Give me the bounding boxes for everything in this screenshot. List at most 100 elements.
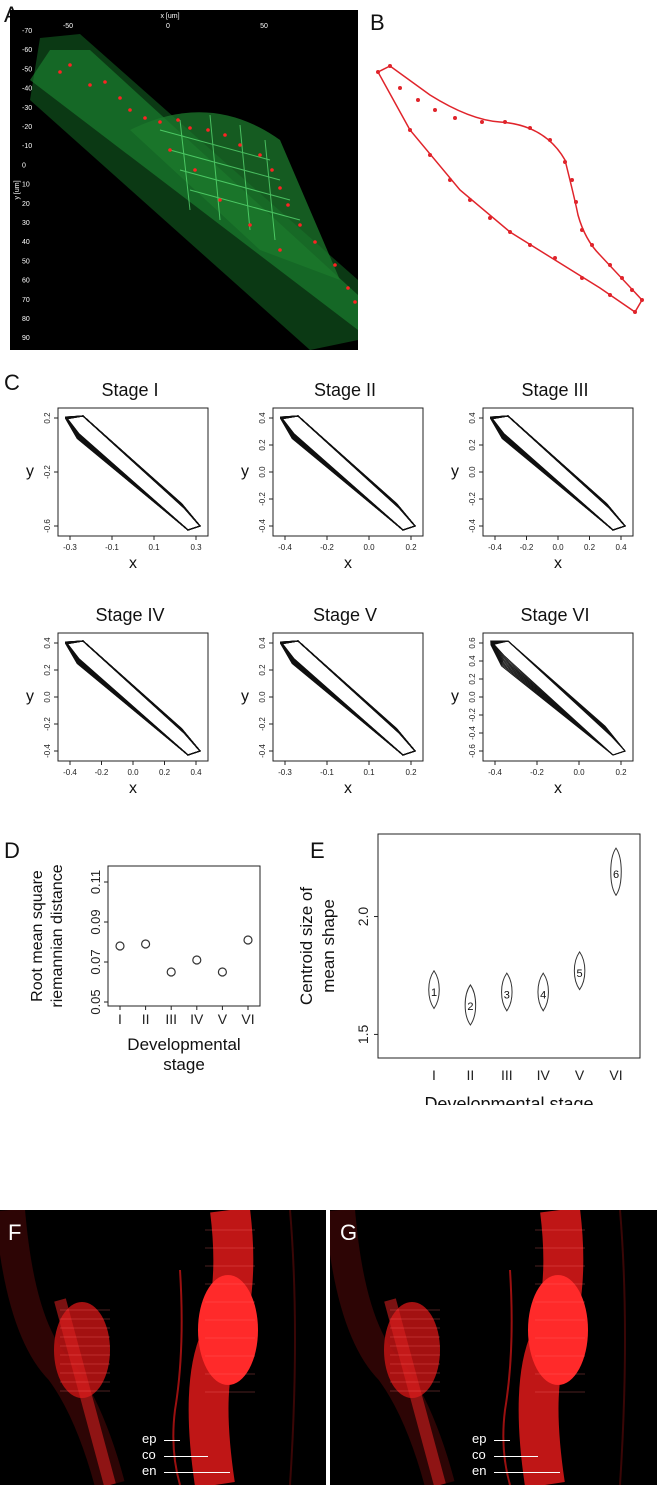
stage-y-tick: 0.2 xyxy=(43,664,52,676)
stage-plot: -0.3 -0.1 0.1 0.3 0.2 -0.2 -0.6 x y xyxy=(26,407,209,572)
stage-y-tick: -0.2 xyxy=(43,465,52,479)
panel-b-landmark-dot xyxy=(488,216,492,220)
stage-plot: -0.4 -0.2 0.0 0.2 0.4 0.4 0.2 0.0 -0.2 -0.4 x y xyxy=(451,407,634,572)
panel-d-y-tick: 0.09 xyxy=(88,909,103,934)
panel-a-landmark-dot xyxy=(193,168,197,172)
panel-f-micrograph xyxy=(0,1207,330,1489)
stage-y-tick: 0.0 xyxy=(258,691,267,703)
panel-b-landmark-dot xyxy=(574,200,578,204)
layer-line-ep xyxy=(494,1440,510,1441)
panel-e-violin-label: 3 xyxy=(504,989,510,1001)
central-primordium xyxy=(198,1275,258,1385)
panel-d-point xyxy=(217,967,227,977)
panel-d-y-label-line1: Root mean square xyxy=(29,870,46,1002)
stage-y-tick: -0.2 xyxy=(468,492,477,506)
layer-line-en xyxy=(494,1472,560,1473)
panel-d-frame xyxy=(107,865,261,1007)
panel-d-x-label-line2: stage xyxy=(163,1055,205,1074)
stage-y-tick: 0.2 xyxy=(258,439,267,451)
panel-d-point xyxy=(141,939,151,949)
panel-a-landmark-dot xyxy=(278,186,282,190)
panel-b-landmark-dot xyxy=(608,263,612,267)
panel-d-y-tick: 0.11 xyxy=(88,870,103,894)
stage-y-tick: 0.6 xyxy=(468,637,477,649)
stage-x-label: x xyxy=(344,780,352,797)
panel-label-f: F xyxy=(8,1220,22,1245)
panel-d-point xyxy=(192,955,202,965)
stage-x-tick: -0.3 xyxy=(278,768,292,777)
stage-plot: -0.4 -0.2 0.0 0.2 0.4 0.4 0.2 0.0 -0.2 -0.4 x y xyxy=(26,632,209,797)
stage-x-tick: -0.1 xyxy=(105,543,119,552)
panel-b-landmark-dot xyxy=(570,178,574,182)
stage-x-label: x xyxy=(554,555,562,572)
panel-e-violin-label: 2 xyxy=(467,1001,473,1013)
panel-a-y-tick: -30 xyxy=(22,105,32,112)
panel-a-landmark-dot xyxy=(223,133,227,137)
stage-y-tick: -0.4 xyxy=(468,726,477,740)
panel-d-x-tick: V xyxy=(218,1011,228,1027)
panel-e-violin xyxy=(464,984,477,1026)
panel-a-landmark-dot xyxy=(188,126,192,130)
stage-y-tick: -0.2 xyxy=(258,717,267,731)
panel-b-landmark-dot xyxy=(633,310,637,314)
panel-e-y-label-line2: mean shape xyxy=(319,899,338,993)
stage-x-tick: 0.0 xyxy=(363,543,375,552)
stage-x-tick: 0.1 xyxy=(148,543,160,552)
stage-y-label: y xyxy=(241,463,249,480)
stage-y-label: y xyxy=(451,463,459,480)
stage-title: Stage IV xyxy=(95,605,165,625)
stage-x-tick: 0.0 xyxy=(573,768,585,777)
panel-a-landmark-dot xyxy=(346,286,350,290)
outer-contour xyxy=(289,1209,296,1486)
panel-a-y-tick: -70 xyxy=(22,28,32,35)
stage-y-tick: 0.2 xyxy=(43,412,52,424)
panel-d-x-tick: II xyxy=(142,1011,150,1027)
panel-label-e: E xyxy=(310,838,325,863)
stage-plot-frame xyxy=(272,407,424,537)
panel-e-violin-label: 6 xyxy=(613,869,619,881)
panel-d-point xyxy=(166,967,176,977)
panel-e-y-label-line1: Centroid size of xyxy=(297,887,316,1005)
panel-a-landmark-dot xyxy=(58,70,62,74)
panel-b-landmark-dot xyxy=(580,228,584,232)
panel-d-y-tick: 0.05 xyxy=(88,989,103,1014)
panel-a-y-tick: 0 xyxy=(22,162,26,169)
panel-e-y-tick: 1.5 xyxy=(355,1024,371,1044)
panel-b-landmark-dot xyxy=(428,153,432,157)
stage-x-tick: 0.2 xyxy=(584,543,596,552)
layer-line-en xyxy=(164,1472,230,1473)
panel-b-landmark-dot xyxy=(398,86,402,90)
panel-a-y-tick: 20 xyxy=(22,201,30,208)
stage-x-tick: -0.2 xyxy=(320,543,334,552)
panel-a-y-tick: 80 xyxy=(22,316,30,323)
stage-shape-outline xyxy=(280,415,416,531)
panel-a-y-tick: 60 xyxy=(22,278,30,285)
panel-a-landmark-dot xyxy=(168,148,172,152)
panel-e-x-tick: V xyxy=(575,1067,585,1083)
stage-y-tick: 0.2 xyxy=(468,673,477,685)
panel-f-svg xyxy=(0,1207,330,1489)
central-primordium xyxy=(528,1275,588,1385)
panel-a-landmark-dot xyxy=(238,143,242,147)
stage-plot: -0.4 -0.2 0.0 0.2 0.4 0.2 0.0 -0.2 -0.4 x y xyxy=(241,407,424,572)
panel-a-y-tick: 50 xyxy=(22,258,30,265)
stage-plot: -0.3 -0.1 0.1 0.2 0.4 0.2 0.0 -0.2 -0.4 x y xyxy=(241,632,424,797)
panel-b-landmark-dot xyxy=(548,138,552,142)
panel-e-violin xyxy=(501,972,513,1012)
stage-x-tick: -0.2 xyxy=(520,543,534,552)
panel-label-g: G xyxy=(340,1220,358,1245)
stage-x-tick: -0.4 xyxy=(278,543,292,552)
stage-x-tick: 0.0 xyxy=(552,543,564,552)
panel-b-landmark-dot xyxy=(630,288,634,292)
panel-e-violin xyxy=(610,847,622,897)
panel-e-violin xyxy=(537,972,549,1012)
stage-x-tick: 0.1 xyxy=(363,768,375,777)
panel-a-landmark-dot xyxy=(286,203,290,207)
stage-x-tick: 0.2 xyxy=(159,768,171,777)
panel-d-x-tick: I xyxy=(118,1011,122,1027)
layer-line-ep xyxy=(164,1440,180,1441)
outer-contour xyxy=(619,1209,626,1486)
panel-a-landmark-dot xyxy=(258,153,262,157)
panel-e-x-tick: VI xyxy=(609,1067,622,1083)
stage-title: Stage VI xyxy=(520,605,590,625)
